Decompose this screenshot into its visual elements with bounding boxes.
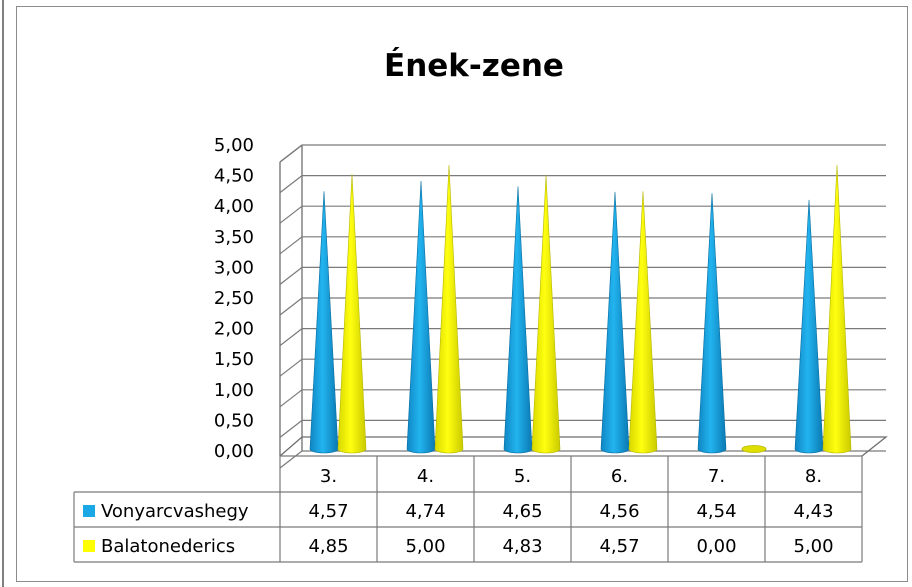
y-tick-label: 3,00 — [214, 257, 254, 278]
data-label: 4,65 — [502, 501, 542, 522]
gridline-side-0 — [279, 450, 303, 469]
left-border-rule — [2, 0, 4, 587]
plot-back-wall — [279, 144, 888, 469]
data-label: 5,00 — [405, 536, 445, 557]
category-label: 7. — [708, 466, 725, 487]
data-table: 3. 4. 5. 6. 7. 8. Vonyarcvashegy 4,57 4,74 4,65 4,… — [73, 455, 863, 563]
y-tick-label: 2,50 — [214, 288, 254, 309]
gridline-side-7 — [279, 236, 303, 255]
chart-title: Ének-zene — [384, 48, 564, 84]
data-label: 4,74 — [405, 501, 445, 522]
gridline-side-8 — [279, 205, 303, 224]
cone-Balatonederics-3. — [337, 174, 367, 454]
category-label: 6. — [611, 466, 628, 487]
cone-Balatonederics-8. — [822, 164, 852, 454]
gridline-side-6 — [279, 266, 303, 285]
gridline-side-3 — [279, 358, 303, 377]
y-tick-label: 1,00 — [214, 380, 254, 401]
y-axis: 0,00 0,50 1,00 1,50 2,00 2,50 3,00 3,50 4,00 4,50… — [214, 135, 254, 462]
legend-label: Balatonederics — [101, 536, 235, 557]
gridline-side-1 — [279, 419, 303, 438]
data-label: 4,43 — [793, 501, 833, 522]
gridline-side-9 — [279, 175, 303, 194]
y-tick-label: 4,00 — [214, 196, 254, 217]
data-label: 4,57 — [599, 536, 639, 557]
cone-Vonyarcvashegy-8. — [794, 199, 824, 454]
category-label: 3. — [320, 466, 337, 487]
cone-Vonyarcvashegy-7. — [697, 193, 727, 454]
data-label: 5,00 — [793, 536, 833, 557]
y-tick-label: 1,50 — [214, 349, 254, 370]
y-tick-label: 4,50 — [214, 166, 254, 187]
cone-Balatonederics-6. — [628, 191, 658, 454]
data-label: 0,00 — [696, 536, 736, 557]
data-label: 4,57 — [308, 501, 348, 522]
data-label: 4,85 — [308, 536, 348, 557]
legend-swatch-Vonyarcvashegy — [83, 505, 95, 517]
category-label: 5. — [514, 466, 531, 487]
cone-Balatonederics-4. — [434, 164, 464, 454]
gridline-side-5 — [279, 297, 303, 316]
cone-Vonyarcvashegy-6. — [600, 191, 630, 454]
cone-Balatonederics-7. — [741, 445, 767, 453]
cone-Vonyarcvashegy-5. — [503, 186, 533, 454]
legend-label: Vonyarcvashegy — [101, 501, 249, 522]
data-label: 4,56 — [599, 501, 639, 522]
cone-Vonyarcvashegy-4. — [406, 180, 436, 454]
gridline-side-2 — [279, 389, 303, 408]
y-tick-label: 0,50 — [214, 410, 254, 431]
category-label: 4. — [417, 466, 434, 487]
legend-swatch-Balatonederics — [83, 540, 95, 552]
y-tick-label: 3,50 — [214, 227, 254, 248]
gridline-side-4 — [279, 328, 303, 347]
data-label: 4,54 — [696, 501, 736, 522]
y-tick-label: 0,00 — [214, 441, 254, 462]
category-label: 8. — [805, 466, 822, 487]
data-label: 4,83 — [502, 536, 542, 557]
cone-Vonyarcvashegy-3. — [309, 191, 339, 454]
y-tick-label: 5,00 — [214, 135, 254, 156]
cone-Balatonederics-5. — [531, 175, 561, 454]
gridline-side-10 — [279, 144, 303, 163]
y-tick-label: 2,00 — [214, 319, 254, 340]
bar-series-group — [309, 164, 852, 454]
chart-frame — [16, 6, 908, 582]
floor-outline — [279, 436, 888, 457]
